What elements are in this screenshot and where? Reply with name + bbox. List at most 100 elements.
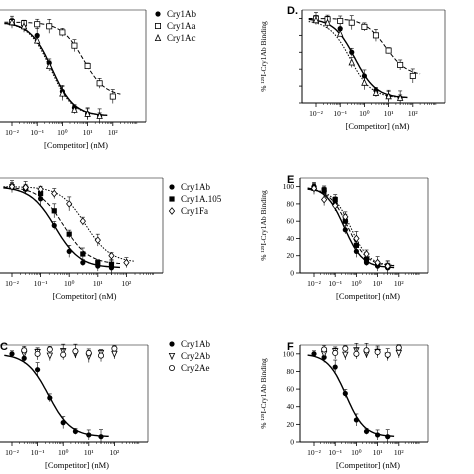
data-point	[21, 347, 28, 354]
data-point	[79, 217, 86, 226]
panel-a: 10⁻² 10⁻¹ 10⁰ 10¹ 10²[Competitor] (nM) Cry1Ab…	[0, 9, 196, 150]
x-tick-label: 10⁻¹	[31, 448, 45, 457]
data-point	[66, 231, 72, 237]
data-point	[60, 420, 66, 426]
data-point	[324, 18, 331, 26]
data-point	[59, 89, 66, 97]
fit-curve	[4, 354, 109, 437]
data-point	[34, 21, 41, 28]
x-axis-label: [Competitor] (nM)	[336, 460, 400, 470]
y-axis-label: % ¹²⁵I-Cry1Ab Binding	[259, 21, 268, 92]
y-tick-label: 100	[283, 349, 295, 358]
legend-label: Cry2Ae	[181, 363, 210, 373]
data-point	[332, 196, 338, 203]
data-point	[34, 32, 40, 39]
data-point	[72, 348, 79, 355]
data-point	[349, 49, 355, 55]
fit-curve	[308, 21, 408, 99]
data-point	[342, 390, 348, 397]
data-point	[353, 350, 360, 357]
panel-label: F	[287, 341, 294, 353]
x-tick-label: 10⁻¹	[328, 279, 342, 288]
x-tick-label: 10⁻²	[307, 448, 321, 457]
x-tick-label: 10⁰	[351, 448, 362, 457]
y-tick-label: 40	[287, 234, 295, 243]
data-point	[86, 432, 92, 438]
data-point	[22, 183, 29, 192]
data-point	[384, 351, 391, 358]
legend-marker	[169, 184, 175, 190]
data-point	[312, 16, 320, 24]
y-axis-label: % ¹²⁵I-Cry1Ab Binding	[259, 358, 268, 429]
x-tick-label: 10²	[394, 279, 405, 288]
data-point	[84, 63, 91, 70]
data-point	[363, 428, 370, 435]
y-tick-label: 60	[287, 385, 295, 394]
data-point	[353, 234, 360, 243]
legend-label: Cry1A.105	[181, 194, 222, 204]
data-point	[66, 248, 72, 255]
x-tick-label: 10²	[122, 279, 133, 288]
legend-marker	[169, 196, 175, 202]
data-point	[342, 345, 349, 352]
data-point	[342, 227, 348, 233]
x-tick-label: 10⁻²	[5, 448, 19, 457]
data-point	[72, 428, 79, 435]
data-point	[98, 434, 104, 440]
data-point	[332, 364, 338, 370]
data-point	[108, 261, 115, 267]
y-tick-label: 80	[287, 367, 295, 376]
data-point	[374, 258, 381, 267]
data-point	[46, 346, 53, 353]
data-point	[384, 262, 391, 270]
x-tick-label: 10¹	[373, 448, 383, 457]
data-point	[84, 109, 91, 117]
x-tick-label: 10¹	[373, 279, 383, 288]
data-point	[8, 18, 16, 26]
legend-marker	[154, 22, 161, 29]
x-tick-label: 10⁰	[58, 448, 69, 457]
x-tick-label: 10⁻²	[307, 279, 321, 288]
x-tick-label: 10⁰	[64, 279, 75, 288]
x-tick-label: 10²	[394, 448, 405, 457]
data-point	[336, 29, 344, 37]
panel-label: D.	[287, 5, 298, 17]
panel-label: C	[0, 341, 8, 353]
data-point	[372, 88, 380, 96]
y-tick-label: 0	[290, 438, 294, 447]
legend-label: Cry1Aa	[167, 21, 196, 31]
data-point	[348, 58, 355, 66]
legend-marker	[154, 33, 162, 41]
data-point	[108, 251, 115, 260]
x-axis-label: [Competitor] (nM)	[45, 460, 109, 470]
data-point	[80, 251, 86, 257]
x-tick-label: 10¹	[84, 448, 94, 457]
x-axis-label: [Competitor] (nM)	[44, 140, 108, 150]
data-point	[311, 351, 317, 357]
panel-e: 10⁻² 10⁻¹ 10⁰ 10¹ 10² 0 20 40 60 80 100 [Competitor…	[259, 174, 429, 301]
data-point	[385, 92, 392, 100]
data-point	[85, 349, 92, 356]
x-tick-label: 10⁻²	[309, 109, 323, 118]
legend-label: Cry1Ab	[167, 9, 196, 19]
fit-curve	[4, 22, 108, 116]
data-point	[80, 260, 86, 266]
x-tick-label: 10²	[110, 448, 121, 457]
data-point	[321, 187, 327, 193]
data-point	[332, 201, 339, 210]
data-point	[111, 345, 118, 352]
y-axis-label: % ¹²⁵I-Cry1Ab Binding	[259, 190, 268, 261]
data-point	[38, 190, 44, 197]
data-point	[395, 344, 402, 351]
data-point	[353, 248, 359, 255]
data-point	[375, 432, 381, 438]
x-tick-label: 10¹	[83, 128, 93, 137]
data-point	[109, 93, 116, 100]
y-tick-label: 20	[287, 251, 295, 260]
x-tick-label: 10⁻²	[5, 128, 19, 137]
data-point	[59, 29, 66, 36]
data-point	[332, 349, 339, 356]
x-tick-label: 10⁰	[351, 279, 362, 288]
data-point	[363, 347, 370, 354]
